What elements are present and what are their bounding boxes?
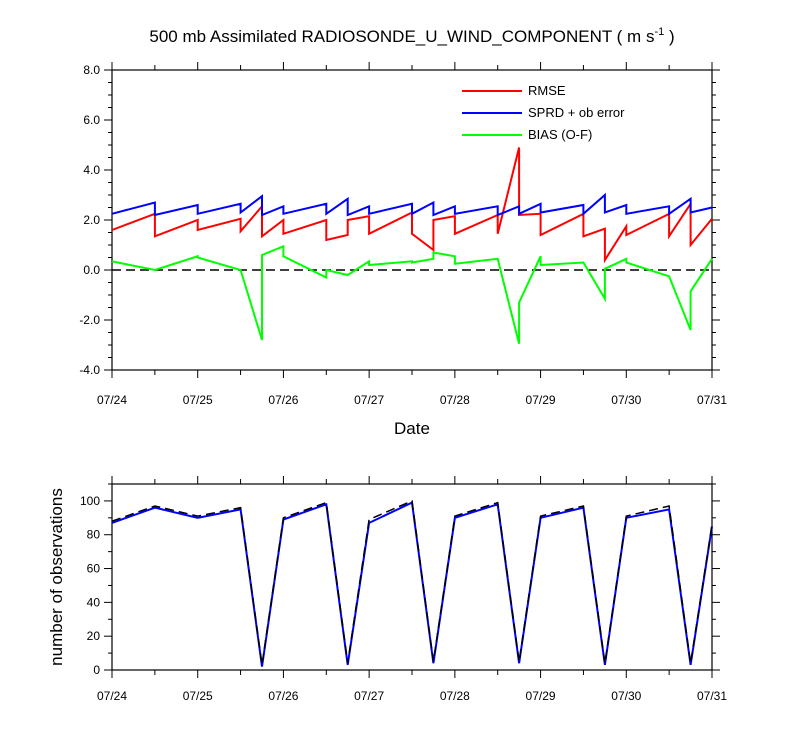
bottom-panel: 07/24 07/25 07/26 07/27 07/28 07/29 07/30 07/31…: [80, 476, 727, 703]
x-tick-label: 07/28: [440, 393, 470, 407]
series-line-1: [111, 499, 713, 666]
y-tick-label: 4.0: [83, 163, 100, 177]
legend-label: RMSE: [528, 83, 566, 98]
y-tick-label: 8.0: [83, 63, 100, 77]
top-x-axis-title: Date: [394, 419, 430, 438]
series-line-sprd-ob-error: [111, 192, 713, 217]
top-panel: 07/24 07/25 07/26 07/27 07/28 07/29 07/30 07/31…: [79, 62, 727, 407]
x-tick-label: 07/26: [268, 393, 298, 407]
y-tick-label: -4.0: [79, 363, 100, 377]
series-line-0: [111, 501, 713, 667]
y-tick-label: 80: [87, 528, 101, 542]
series-line-bias-o-f: [111, 244, 713, 345]
x-tick-label: 07/24: [97, 689, 127, 703]
x-tick-label: 07/29: [526, 689, 556, 703]
chart-title: 500 mb Assimilated RADIOSONDE_U_WIND_COM…: [149, 26, 674, 46]
y-tick-label: 60: [87, 562, 101, 576]
x-tick-label: 07/24: [97, 393, 127, 407]
y-tick-label: 40: [87, 595, 101, 609]
y-tick-label: 0.0: [83, 263, 100, 277]
x-tick-label: 07/30: [611, 689, 641, 703]
legend-label: SPRD + ob error: [528, 105, 625, 120]
y-tick-label: 100: [80, 494, 100, 508]
x-tick-label: 07/25: [183, 393, 213, 407]
y-tick-label: 2.0: [83, 213, 100, 227]
x-tick-label: 07/31: [697, 393, 727, 407]
x-tick-label: 07/26: [268, 689, 298, 703]
x-tick-label: 07/27: [354, 689, 384, 703]
plot-frame: [111, 483, 713, 671]
y-tick-label: 6.0: [83, 113, 100, 127]
x-tick-label: 07/25: [183, 689, 213, 703]
y-tick-label: 20: [87, 629, 101, 643]
y-tick-label: -2.0: [79, 313, 100, 327]
y-tick-label: 0: [93, 663, 100, 677]
x-tick-label: 07/30: [611, 393, 641, 407]
x-tick-label: 07/29: [526, 393, 556, 407]
x-tick-label: 07/31: [697, 689, 727, 703]
x-tick-label: 07/27: [354, 393, 384, 407]
bottom-y-axis-title: number of observations: [47, 488, 66, 666]
legend-label: BIAS (O-F): [528, 127, 592, 142]
series-line-rmse: [111, 147, 713, 264]
x-tick-label: 07/28: [440, 689, 470, 703]
